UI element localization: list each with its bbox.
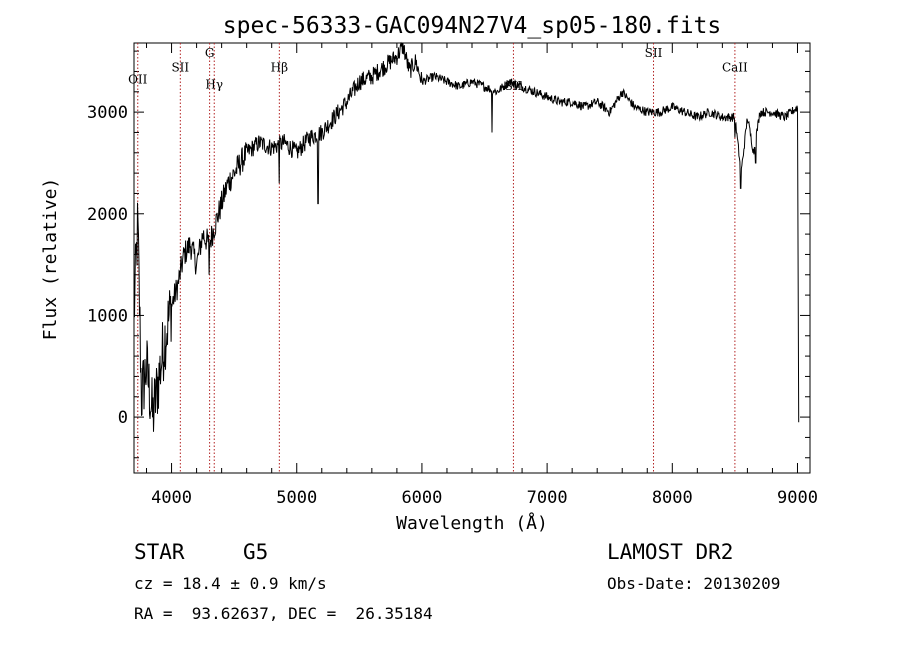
spectral-line-label: CaII bbox=[722, 60, 748, 74]
x-tick-label: 6000 bbox=[401, 488, 442, 508]
object-class: STAR bbox=[134, 540, 185, 564]
y-axis-label: Flux (relative) bbox=[40, 178, 61, 341]
x-tick-label: 7000 bbox=[527, 488, 568, 508]
plot-frame bbox=[133, 42, 811, 474]
spectral-line-label: Hβ bbox=[271, 60, 288, 74]
chart-title: spec-56333-GAC094N27V4_sp05-180.fits bbox=[223, 13, 722, 39]
y-axis: 0 1000 2000 3000 bbox=[87, 50, 810, 459]
x-tick-label: 9000 bbox=[777, 488, 818, 508]
spectral-line-label: SII bbox=[171, 60, 189, 74]
coordinates: RA = 93.62637, DEC = 26.35184 bbox=[134, 604, 433, 623]
spectrum-line bbox=[133, 41, 800, 432]
x-tick-label: 5000 bbox=[276, 488, 317, 508]
spectral-line-label: Hγ bbox=[205, 78, 223, 92]
y-tick-label: 3000 bbox=[87, 103, 128, 123]
survey-name: LAMOST DR2 bbox=[607, 540, 734, 564]
spectrum-series bbox=[133, 41, 800, 432]
x-tick-label: 4000 bbox=[151, 488, 192, 508]
y-tick-label: 2000 bbox=[87, 205, 128, 225]
x-axis-label: Wavelength (Å) bbox=[396, 512, 548, 534]
plot-border bbox=[133, 42, 811, 474]
spectral-line-label: G bbox=[205, 46, 215, 60]
spectral-line-label: SII bbox=[645, 46, 663, 60]
y-tick-label: 1000 bbox=[87, 306, 128, 326]
x-tick-label: 8000 bbox=[652, 488, 693, 508]
spectral-line-label: OII bbox=[128, 73, 148, 87]
redshift-value: cz = 18.4 ± 0.9 km/s bbox=[134, 574, 327, 593]
object-subclass: G5 bbox=[243, 540, 269, 564]
obs-date: Obs-Date: 20130209 bbox=[607, 574, 781, 593]
x-axis: 4000 5000 6000 7000 8000 9000 bbox=[146, 43, 818, 508]
y-tick-label: 0 bbox=[118, 408, 128, 428]
